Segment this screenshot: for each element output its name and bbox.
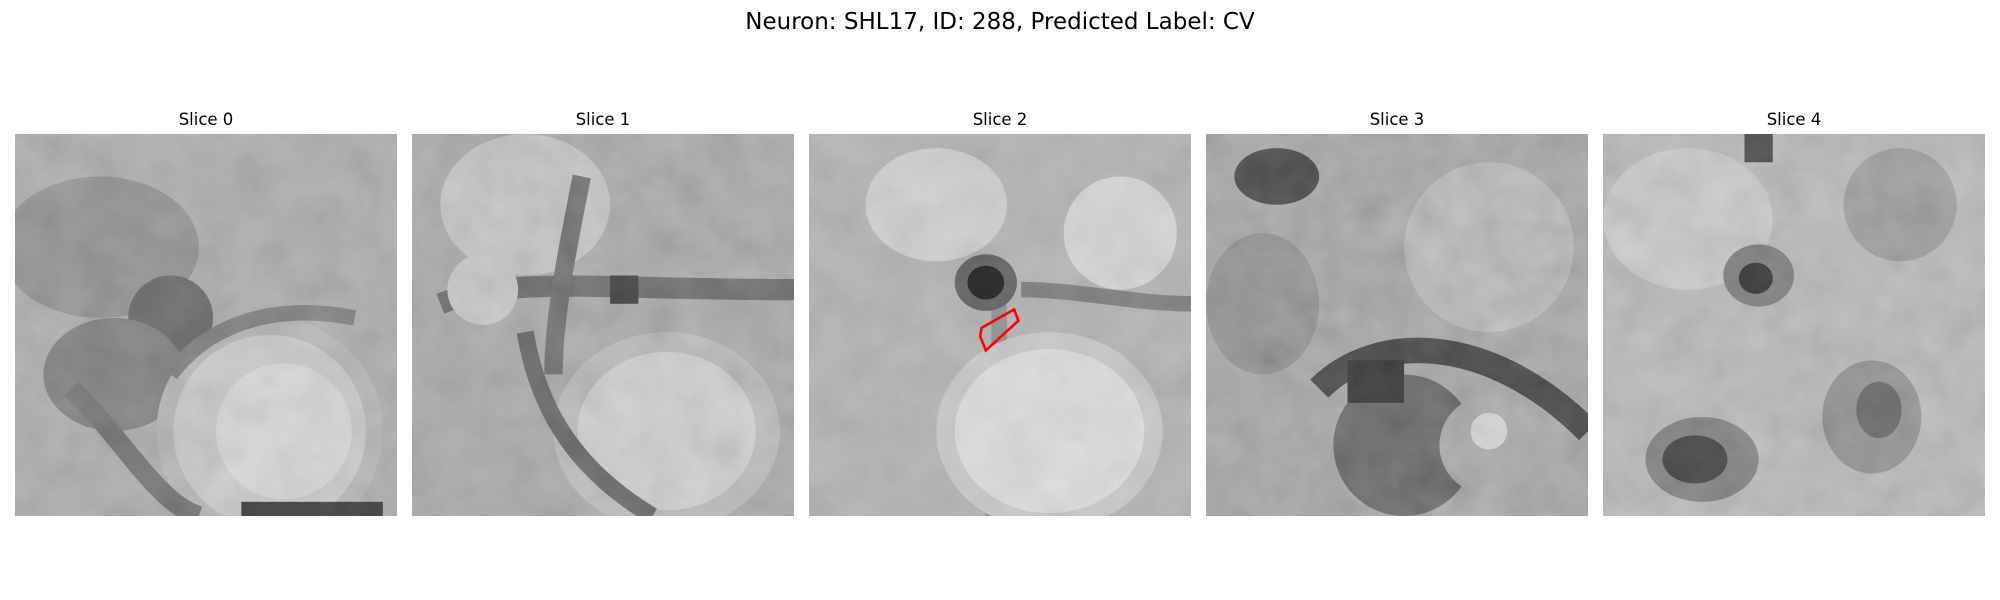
slice-panel-0: Slice 0 — [15, 108, 397, 516]
red-mask-outline — [978, 307, 1020, 353]
slice-title-4: Slice 4 — [1766, 110, 1822, 129]
slice-0-grayscale-image — [15, 134, 397, 516]
slice-3-grayscale-image — [1206, 134, 1588, 516]
microscopy-slice-4 — [1603, 134, 1985, 516]
slice-title-0: Slice 0 — [178, 110, 234, 129]
slice-2-grayscale-image — [809, 134, 1191, 516]
microscopy-slice-0 — [15, 134, 397, 516]
slice-panel-2: Slice 2 — [809, 108, 1191, 516]
slice-1-grayscale-image — [412, 134, 794, 516]
slice-title-3: Slice 3 — [1369, 110, 1425, 129]
slice-4-grayscale-image — [1603, 134, 1985, 516]
microscopy-slice-3 — [1206, 134, 1588, 516]
microscopy-slice-1 — [412, 134, 794, 516]
slice-title-2: Slice 2 — [972, 110, 1028, 129]
slice-panel-4: Slice 4 — [1603, 108, 1985, 516]
slice-title-1: Slice 1 — [575, 110, 631, 129]
slice-panel-1: Slice 1 — [412, 108, 794, 516]
slice-panel-3: Slice 3 — [1206, 108, 1588, 516]
microscopy-slice-2 — [809, 134, 1191, 516]
figure-title: Neuron: SHL17, ID: 288, Predicted Label:… — [745, 9, 1255, 35]
